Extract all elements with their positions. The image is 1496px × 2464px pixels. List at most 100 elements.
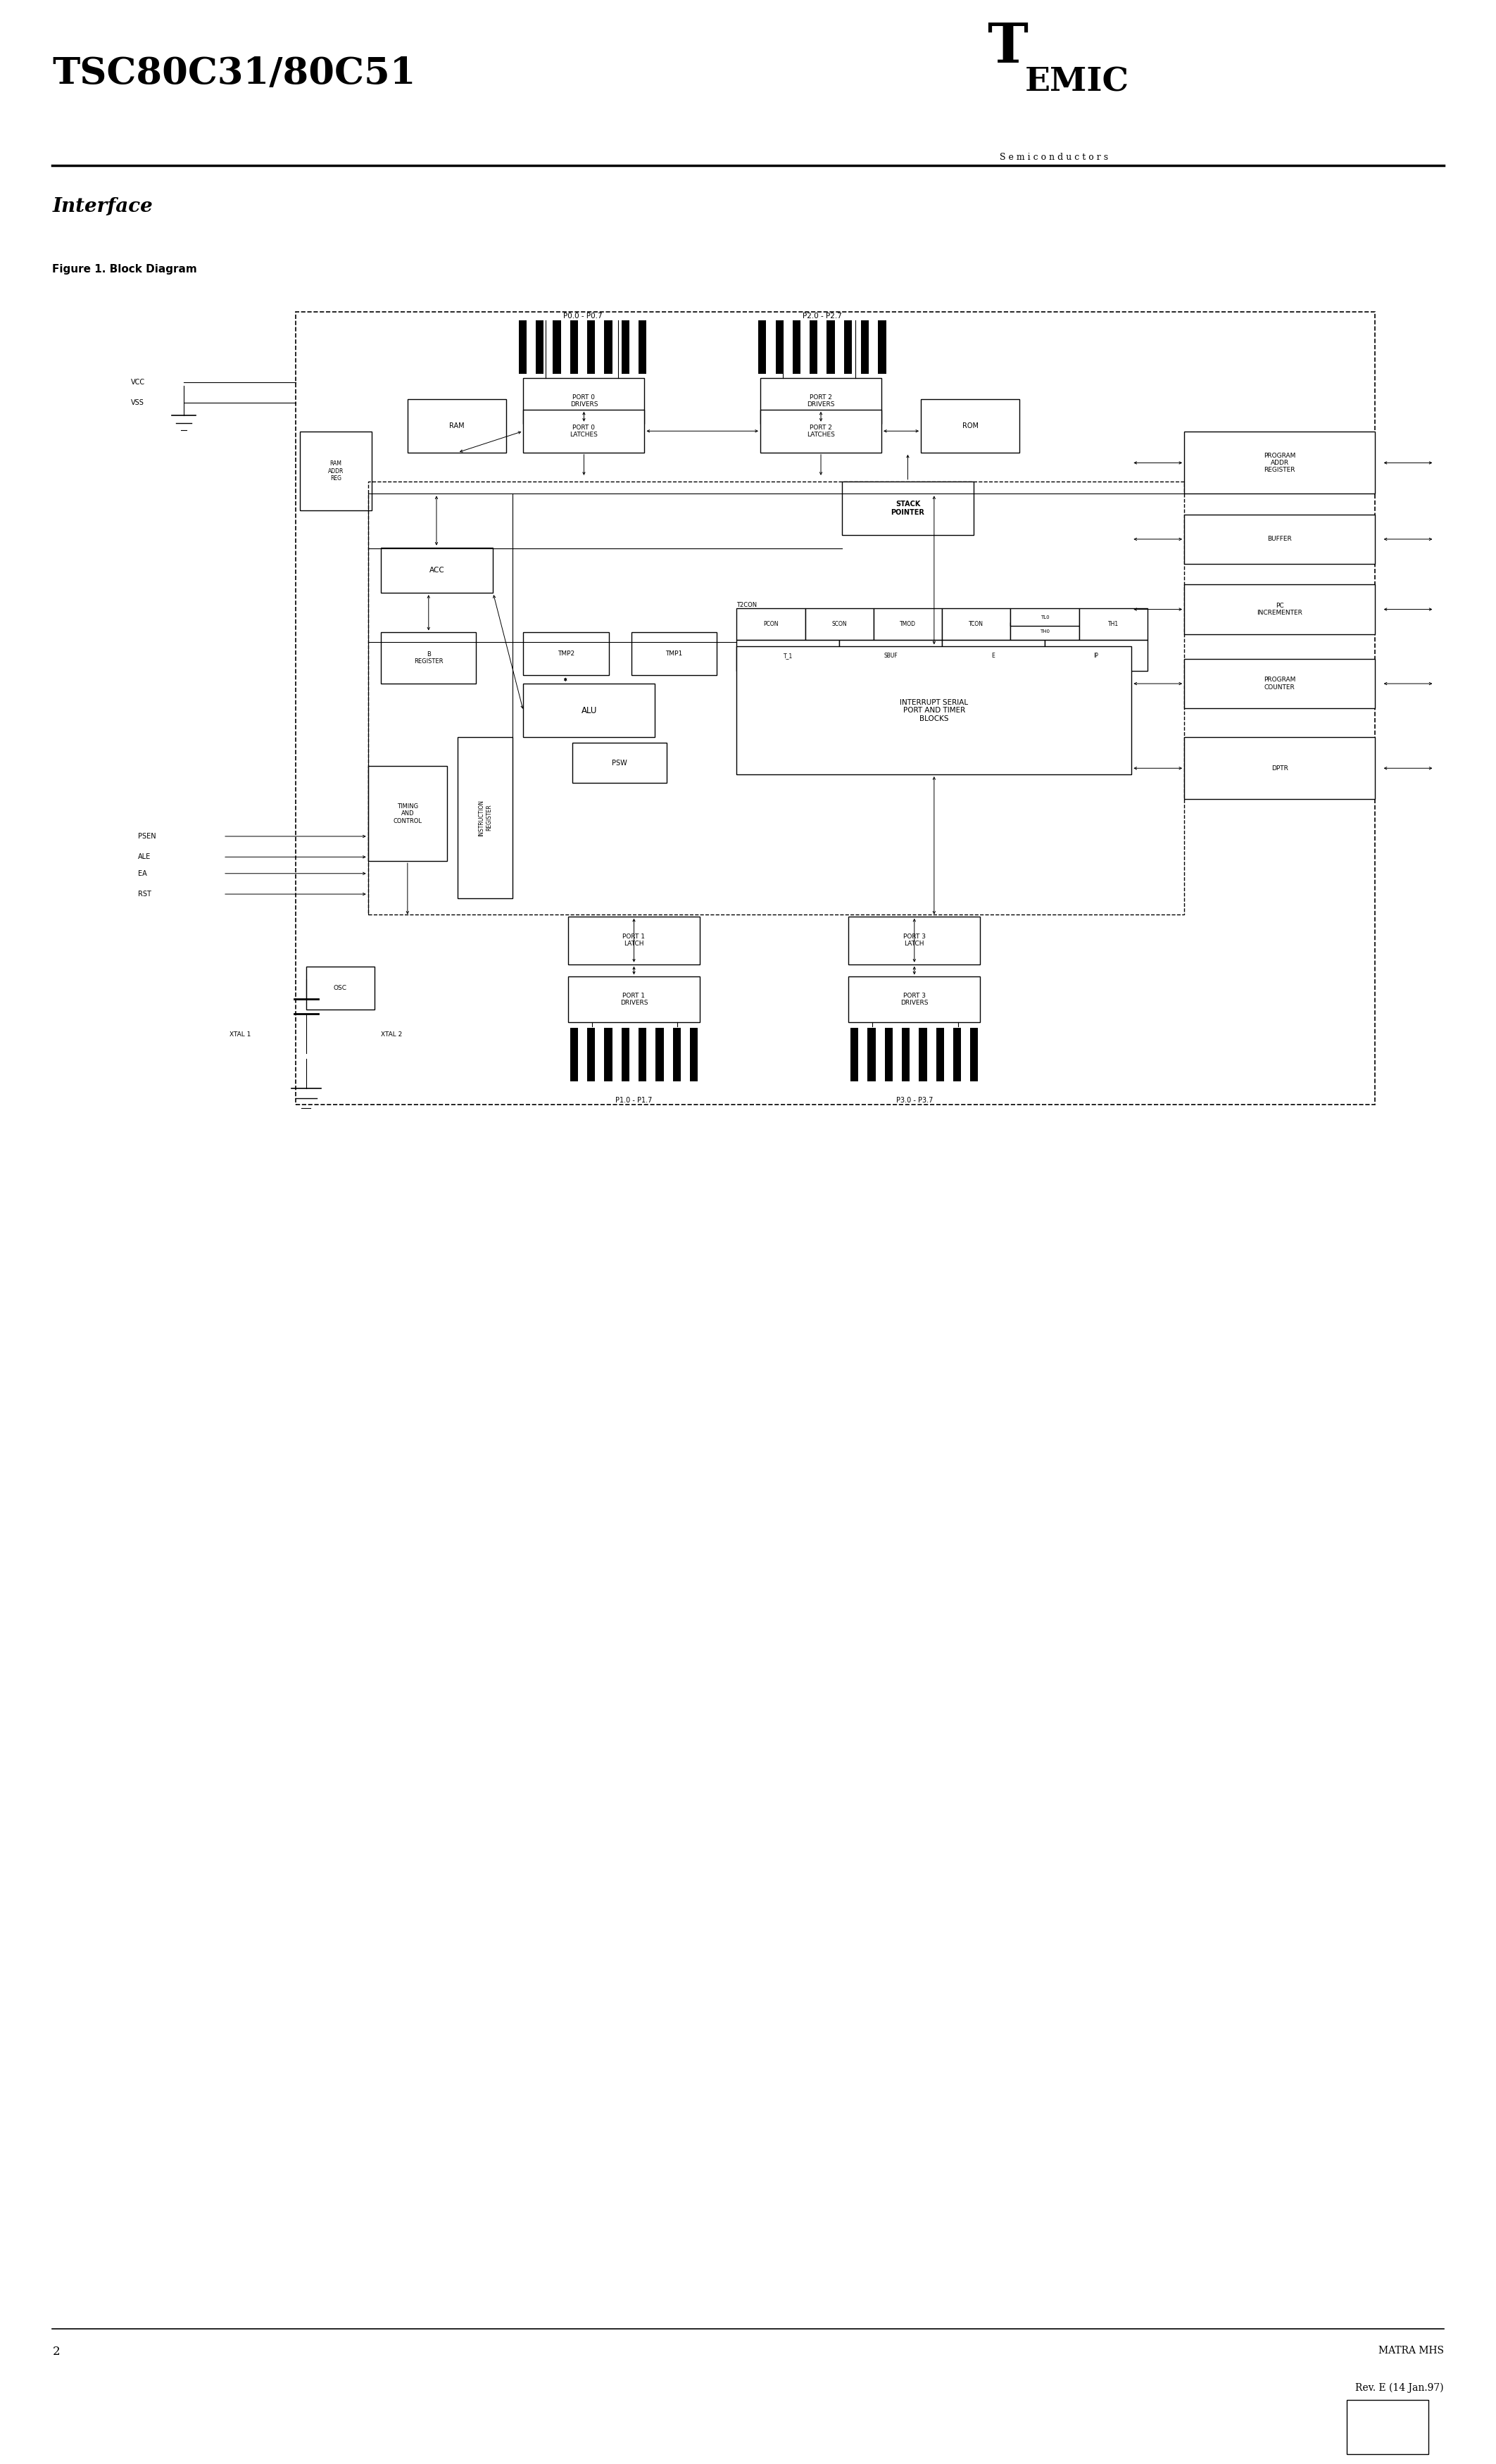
Bar	[878, 320, 886, 375]
Text: PORT 3
LATCH: PORT 3 LATCH	[904, 934, 926, 946]
Text: PORT 1
DRIVERS: PORT 1 DRIVERS	[619, 993, 648, 1005]
Text: PROGRAM
ADDR
REGISTER: PROGRAM ADDR REGISTER	[1264, 453, 1296, 473]
Bar	[736, 646, 1131, 774]
Bar	[842, 480, 974, 535]
Bar	[848, 976, 980, 1023]
Text: Figure 1. Block Diagram: Figure 1. Block Diagram	[52, 264, 197, 274]
Text: EMIC: EMIC	[1025, 67, 1129, 99]
Bar	[604, 1027, 612, 1082]
Bar	[381, 633, 476, 683]
Bar	[793, 320, 800, 375]
Bar	[604, 320, 612, 375]
Bar	[844, 320, 851, 375]
Bar	[902, 1027, 910, 1082]
Bar	[758, 320, 766, 375]
Text: PORT 2
LATCHES: PORT 2 LATCHES	[806, 424, 835, 439]
Bar	[805, 609, 874, 641]
Bar	[971, 1027, 978, 1082]
Text: TH0: TH0	[1040, 628, 1050, 633]
Bar	[571, 744, 667, 784]
Text: XTAL 2: XTAL 2	[381, 1032, 402, 1037]
Text: SBUF: SBUF	[884, 653, 898, 658]
Text: PSW: PSW	[612, 759, 627, 766]
Text: DPTR: DPTR	[1272, 766, 1288, 771]
Bar	[673, 1027, 681, 1082]
Text: PORT 0
LATCHES: PORT 0 LATCHES	[570, 424, 598, 439]
Bar	[827, 320, 835, 375]
Text: IP: IP	[1094, 653, 1098, 658]
Bar	[862, 320, 869, 375]
Text: PROGRAM
COUNTER: PROGRAM COUNTER	[1264, 678, 1296, 690]
Text: EA: EA	[138, 870, 147, 877]
Bar	[524, 683, 655, 737]
Text: S e m i c o n d u c t o r s: S e m i c o n d u c t o r s	[999, 153, 1109, 163]
Bar	[568, 917, 700, 963]
Bar	[458, 737, 513, 899]
Text: P2.0 - P2.7: P2.0 - P2.7	[802, 313, 842, 320]
Bar	[299, 431, 373, 510]
Text: T_1: T_1	[784, 653, 793, 658]
Bar	[307, 966, 374, 1010]
Text: ACC: ACC	[429, 567, 444, 574]
Text: RAM: RAM	[449, 421, 464, 429]
Text: BUFFER: BUFFER	[1267, 537, 1293, 542]
Text: Interface: Interface	[52, 197, 153, 217]
Bar	[639, 1027, 646, 1082]
Bar	[874, 609, 942, 641]
Bar	[884, 1027, 893, 1082]
Text: TMP2: TMP2	[558, 650, 574, 658]
Bar	[851, 1027, 859, 1082]
Bar	[1010, 623, 1079, 641]
Bar	[1185, 737, 1375, 798]
Bar	[953, 1027, 960, 1082]
Text: INSTRUCTION
REGISTER: INSTRUCTION REGISTER	[479, 798, 492, 835]
Bar	[588, 320, 595, 375]
Bar	[809, 320, 818, 375]
Text: P1.0 - P1.7: P1.0 - P1.7	[615, 1096, 652, 1104]
Bar	[570, 1027, 577, 1082]
Bar	[639, 320, 646, 375]
Bar	[554, 320, 561, 375]
Text: B
REGISTER: B REGISTER	[414, 650, 443, 665]
Bar	[1185, 515, 1375, 564]
Text: Rev. E (14 Jan.97): Rev. E (14 Jan.97)	[1355, 2383, 1444, 2393]
Bar	[922, 399, 1020, 453]
Bar	[524, 633, 609, 675]
Bar	[296, 313, 1375, 1104]
Bar	[519, 320, 527, 375]
Text: TCON: TCON	[969, 621, 984, 628]
Bar	[568, 976, 700, 1023]
Text: TIMING
AND
CONTROL: TIMING AND CONTROL	[393, 803, 422, 823]
Text: T2CON: T2CON	[736, 601, 757, 609]
Bar	[570, 320, 577, 375]
Bar	[1185, 431, 1375, 493]
Bar	[1079, 609, 1147, 641]
Bar	[1185, 658, 1375, 710]
Bar	[621, 320, 630, 375]
Bar	[1185, 584, 1375, 633]
Bar	[919, 1027, 928, 1082]
Text: RAM
ADDR
REG: RAM ADDR REG	[328, 461, 344, 480]
Bar	[942, 641, 1044, 670]
Text: TMOD: TMOD	[899, 621, 916, 628]
Bar	[942, 609, 1010, 641]
Text: TSC80C31/80C51: TSC80C31/80C51	[52, 54, 416, 91]
Bar	[760, 409, 881, 453]
Bar	[407, 399, 506, 453]
Bar	[1044, 641, 1147, 670]
Bar	[368, 766, 447, 860]
Text: PC
INCREMENTER: PC INCREMENTER	[1257, 604, 1303, 616]
Bar	[524, 377, 645, 424]
Bar	[631, 633, 717, 675]
Text: VCC: VCC	[132, 379, 145, 387]
Bar	[381, 547, 494, 594]
Text: E: E	[992, 653, 995, 658]
Text: PSEN: PSEN	[138, 833, 156, 840]
Bar	[1010, 609, 1079, 626]
Text: STACK
POINTER: STACK POINTER	[892, 500, 925, 515]
Bar	[536, 320, 543, 375]
Text: XTAL 1: XTAL 1	[230, 1032, 251, 1037]
Bar	[868, 1027, 875, 1082]
Bar	[775, 320, 784, 375]
Text: MATRA MHS: MATRA MHS	[1378, 2346, 1444, 2356]
